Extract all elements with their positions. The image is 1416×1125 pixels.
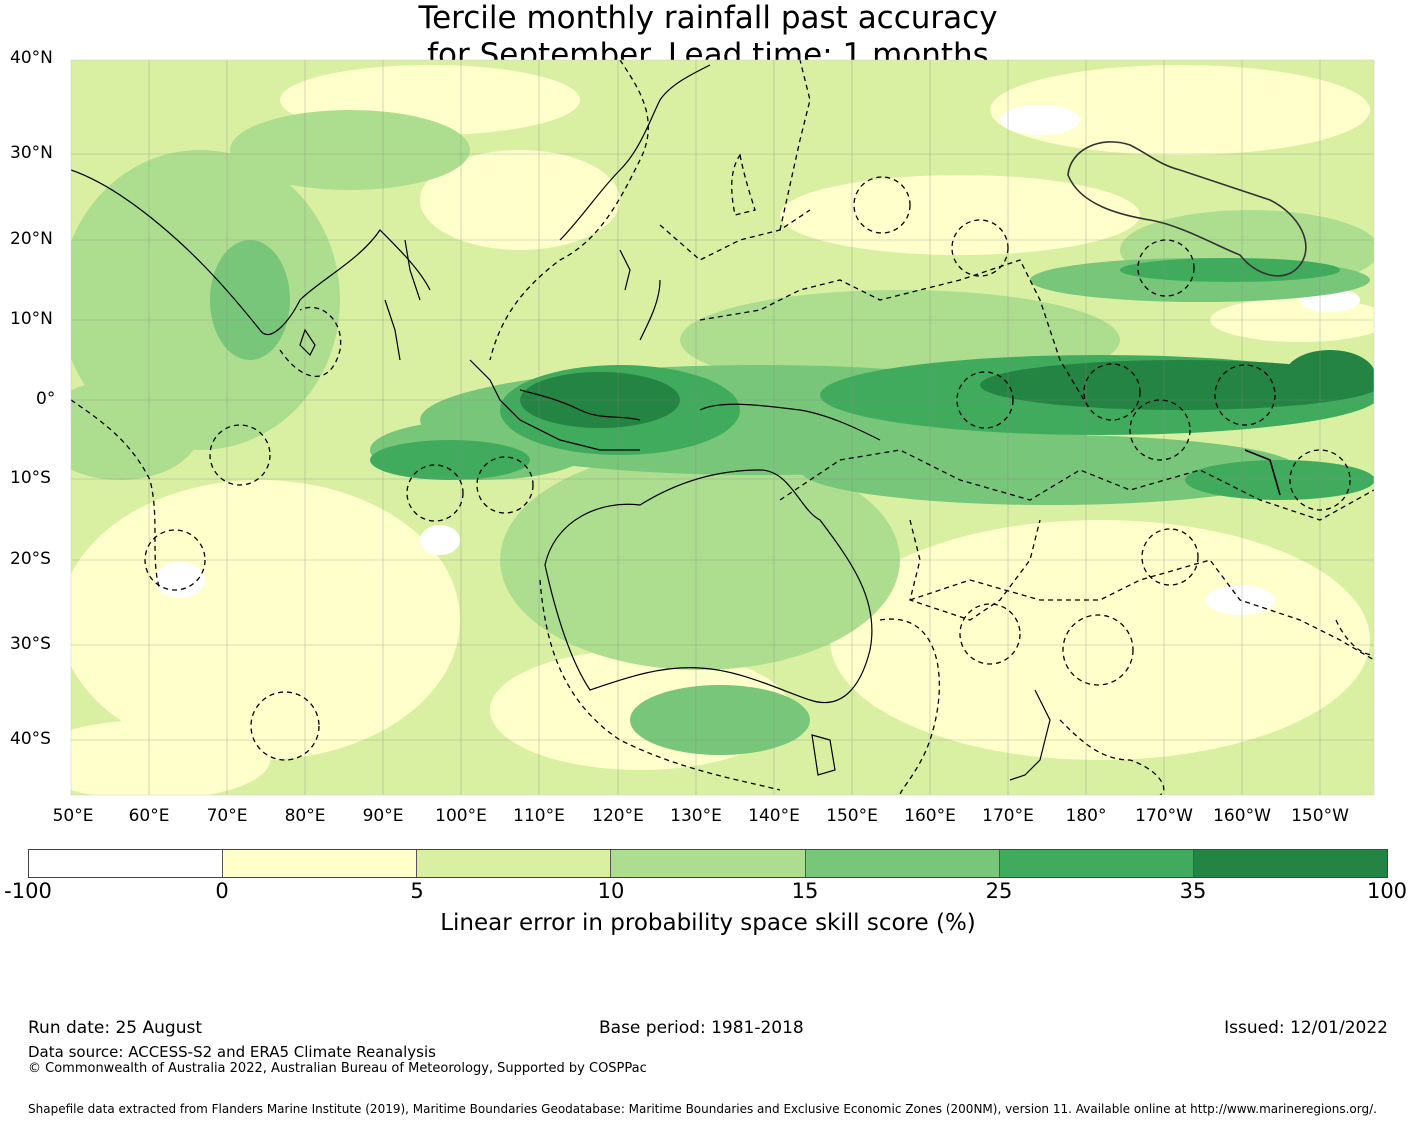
run-date: Run date: 25 August xyxy=(28,1018,202,1038)
eez-boundaries xyxy=(71,60,1374,795)
lon-label-110e: 110°E xyxy=(513,806,565,826)
lat-label-10s: 10°S xyxy=(10,468,51,488)
base-period: Base period: 1981-2018 xyxy=(599,1018,804,1038)
colorbar-segment xyxy=(29,850,224,877)
lon-label-170e: 170°E xyxy=(982,806,1034,826)
copyright: © Commonwealth of Australia 2022, Austra… xyxy=(28,1061,647,1076)
lon-label-130e: 130°E xyxy=(670,806,722,826)
lon-label-150e: 150°E xyxy=(826,806,878,826)
colorbar xyxy=(28,849,1388,878)
map-frame xyxy=(70,59,1375,796)
colorbar-tick: -100 xyxy=(4,879,52,903)
colorbar-tick: 100 xyxy=(1366,879,1408,903)
issued-date: Issued: 12/01/2022 xyxy=(1224,1018,1388,1038)
lon-label-70e: 70°E xyxy=(206,806,248,826)
lat-label-30s: 30°S xyxy=(10,634,51,654)
colorbar-label: Linear error in probability space skill … xyxy=(440,910,976,936)
colorbar-segment xyxy=(1193,850,1387,877)
lon-label-150w: 150°W xyxy=(1291,806,1349,826)
low-skill-patches xyxy=(71,65,1374,795)
lon-label-120e: 120°E xyxy=(592,806,644,826)
solid-boundary xyxy=(1244,449,1281,496)
data-source: Data source: ACCESS-S2 and ERA5 Climate … xyxy=(28,1043,436,1061)
lat-label-10n: 10°N xyxy=(10,309,53,329)
lon-label-50e: 50°E xyxy=(52,806,94,826)
colorbar-tick: 10 xyxy=(597,879,625,903)
highest-skill-band xyxy=(520,350,1374,428)
hawaii-eez xyxy=(1067,141,1307,277)
lat-label-0: 0° xyxy=(36,389,56,409)
colorbar-tick: 5 xyxy=(410,879,424,903)
lon-label-80e: 80°E xyxy=(284,806,326,826)
colorbar-segment xyxy=(223,850,418,877)
colorbar-tick: 25 xyxy=(985,879,1013,903)
shapefile-credit: Shapefile data extracted from Flanders M… xyxy=(28,1102,1377,1116)
negative-skill-patches xyxy=(155,105,1360,615)
map-field xyxy=(71,60,1374,795)
colorbar-tick: 15 xyxy=(791,879,819,903)
colorbar-tick: 35 xyxy=(1179,879,1207,903)
skill-score-map xyxy=(70,59,1375,796)
lon-label-100e: 100°E xyxy=(435,806,487,826)
lat-label-20s: 20°S xyxy=(10,549,51,569)
lon-label-160w: 160°W xyxy=(1213,806,1271,826)
colorbar-segment xyxy=(611,850,806,877)
lon-label-170w: 170°W xyxy=(1135,806,1193,826)
graticule xyxy=(71,60,1374,795)
lon-label-140e: 140°E xyxy=(748,806,800,826)
colorbar-segment xyxy=(805,850,1000,877)
lat-label-20n: 20°N xyxy=(10,229,53,249)
colorbar-segment xyxy=(999,850,1194,877)
colorbar-tick: 0 xyxy=(215,879,229,903)
lon-label-160e: 160°E xyxy=(904,806,956,826)
lon-label-90e: 90°E xyxy=(362,806,404,826)
colorbar-segment xyxy=(417,850,612,877)
map-title-line1: Tercile monthly rainfall past accuracy xyxy=(418,0,998,36)
lat-label-40n: 40°N xyxy=(10,48,53,68)
lon-label-60e: 60°E xyxy=(128,806,170,826)
lat-label-30n: 30°N xyxy=(10,143,53,163)
coastlines xyxy=(71,64,1051,781)
lat-label-40s: 40°S xyxy=(10,729,51,749)
lon-label-180: 180° xyxy=(1065,806,1107,826)
